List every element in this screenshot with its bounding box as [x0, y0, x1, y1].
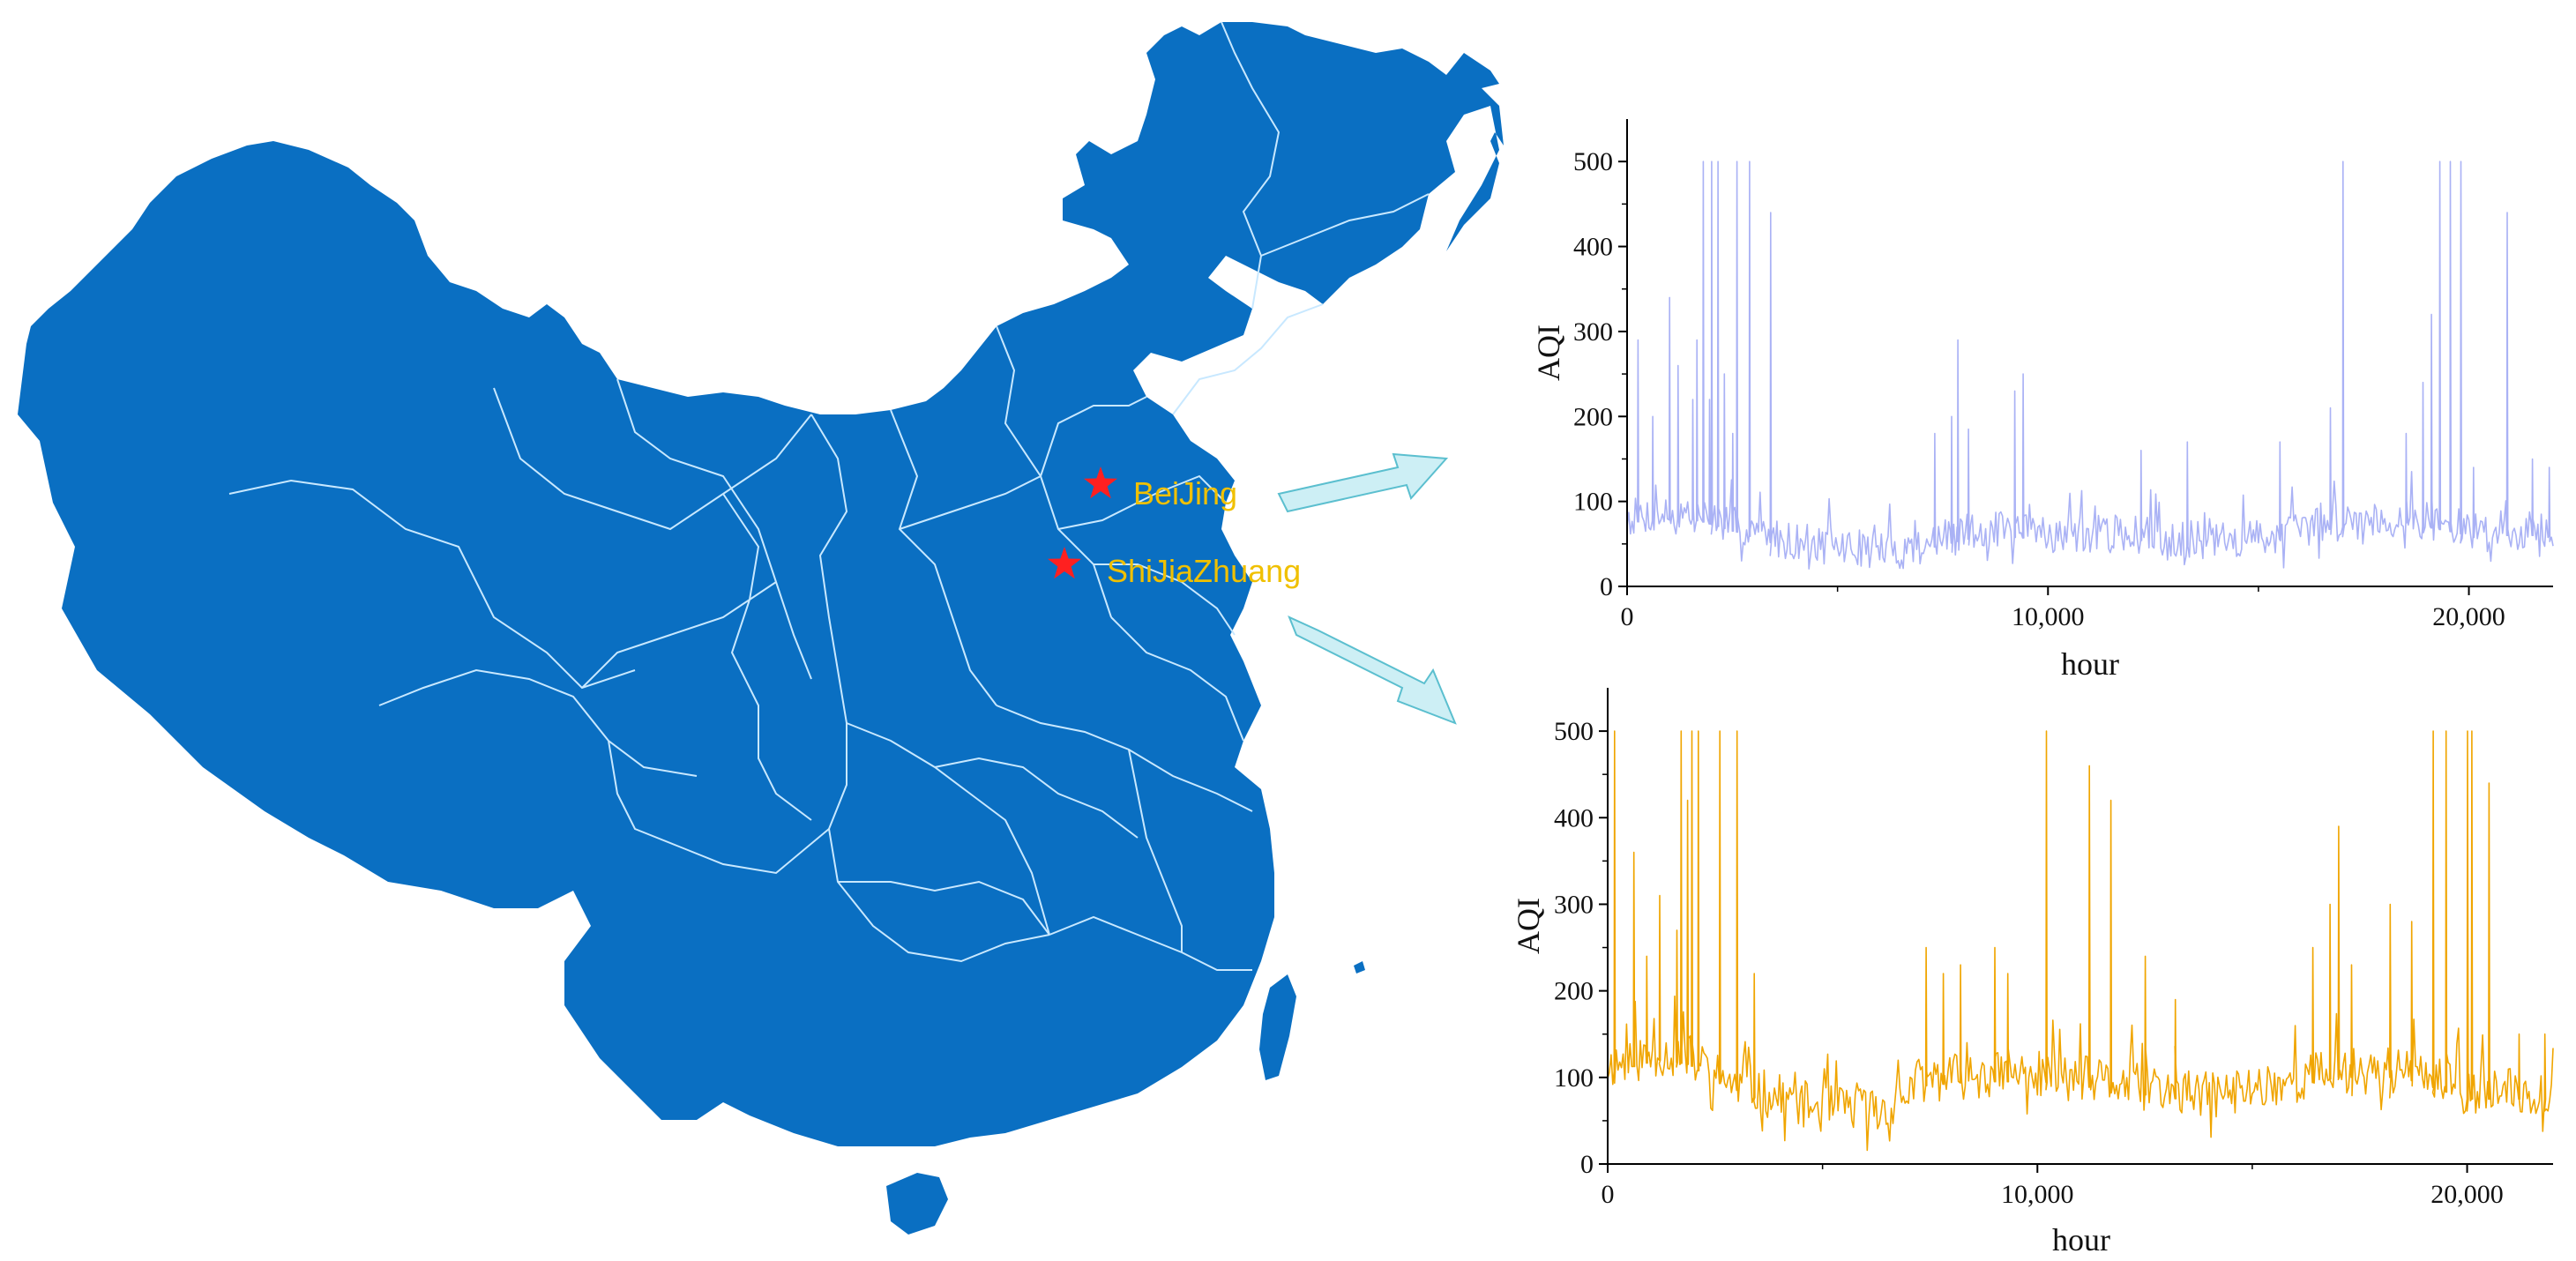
province-borders: [228, 21, 1430, 971]
beijing-star-icon: [1084, 466, 1117, 499]
y-tick-label: 500: [1554, 717, 1594, 746]
x-tick-label: 10,000: [2001, 1180, 2074, 1209]
x-tick-label: 0: [1621, 602, 1634, 631]
y-tick-label: 500: [1573, 147, 1613, 176]
x-tick-label: 10,000: [2012, 602, 2085, 631]
x-axis-title: hour: [2061, 646, 2119, 682]
y-tick-label: 300: [1554, 890, 1594, 919]
series-line: [1626, 160, 2554, 570]
taiwan-island: [1259, 974, 1296, 1080]
x-ticks: 0 10,000 20,000: [1621, 586, 2505, 631]
x-tick-label: 20,000: [2432, 602, 2505, 631]
city-label-beijing: BeiJing: [1133, 475, 1237, 511]
y-tick-label: 0: [1580, 1150, 1594, 1179]
y-tick-label: 400: [1554, 803, 1594, 832]
chart-beijing: 0 100 200 300 400 500 0 10,000 20,000 hour AQI: [1531, 119, 2554, 682]
hainan-island: [886, 1173, 948, 1235]
y-tick-label: 300: [1573, 317, 1613, 347]
arrow-to-beijing-chart: [1277, 452, 1449, 513]
y-tick-label: 200: [1573, 402, 1613, 431]
series-line: [1607, 730, 2554, 1152]
x-tick-label: 20,000: [2430, 1180, 2504, 1209]
y-tick-label: 400: [1573, 233, 1613, 262]
y-tick-label: 100: [1554, 1063, 1594, 1093]
chart-shijiazhuang: 0 100 200 300 400 500 0 10,000 20,000 hour AQI: [1511, 688, 2554, 1257]
y-ticks: 0 100 200 300 400 500: [1554, 717, 1608, 1179]
small-island: [1354, 961, 1365, 974]
y-axis-title: AQI: [1531, 325, 1566, 381]
arrow-to-shijiazhuang-chart: [1288, 616, 1457, 725]
shijiazhuang-star-icon: [1048, 547, 1081, 579]
x-tick-label: 0: [1602, 1180, 1615, 1209]
city-label-shijiazhuang: ShiJiaZhuang: [1107, 553, 1301, 589]
y-axis-title: AQI: [1511, 898, 1546, 954]
x-ticks: 0 10,000 20,000: [1602, 1164, 2504, 1209]
y-tick-label: 100: [1573, 488, 1613, 517]
y-tick-label: 0: [1600, 572, 1613, 601]
y-ticks: 0 100 200 300 400 500: [1573, 147, 1627, 601]
china-map: BeiJing ShiJiaZhuang: [18, 21, 1504, 1235]
x-axis-title: hour: [2052, 1222, 2110, 1257]
series-line-beijing: [1626, 160, 2554, 570]
mainland-shape: [18, 22, 1504, 1146]
y-tick-label: 200: [1554, 977, 1594, 1006]
series-line-shijiazhuang: [1607, 730, 2554, 1152]
